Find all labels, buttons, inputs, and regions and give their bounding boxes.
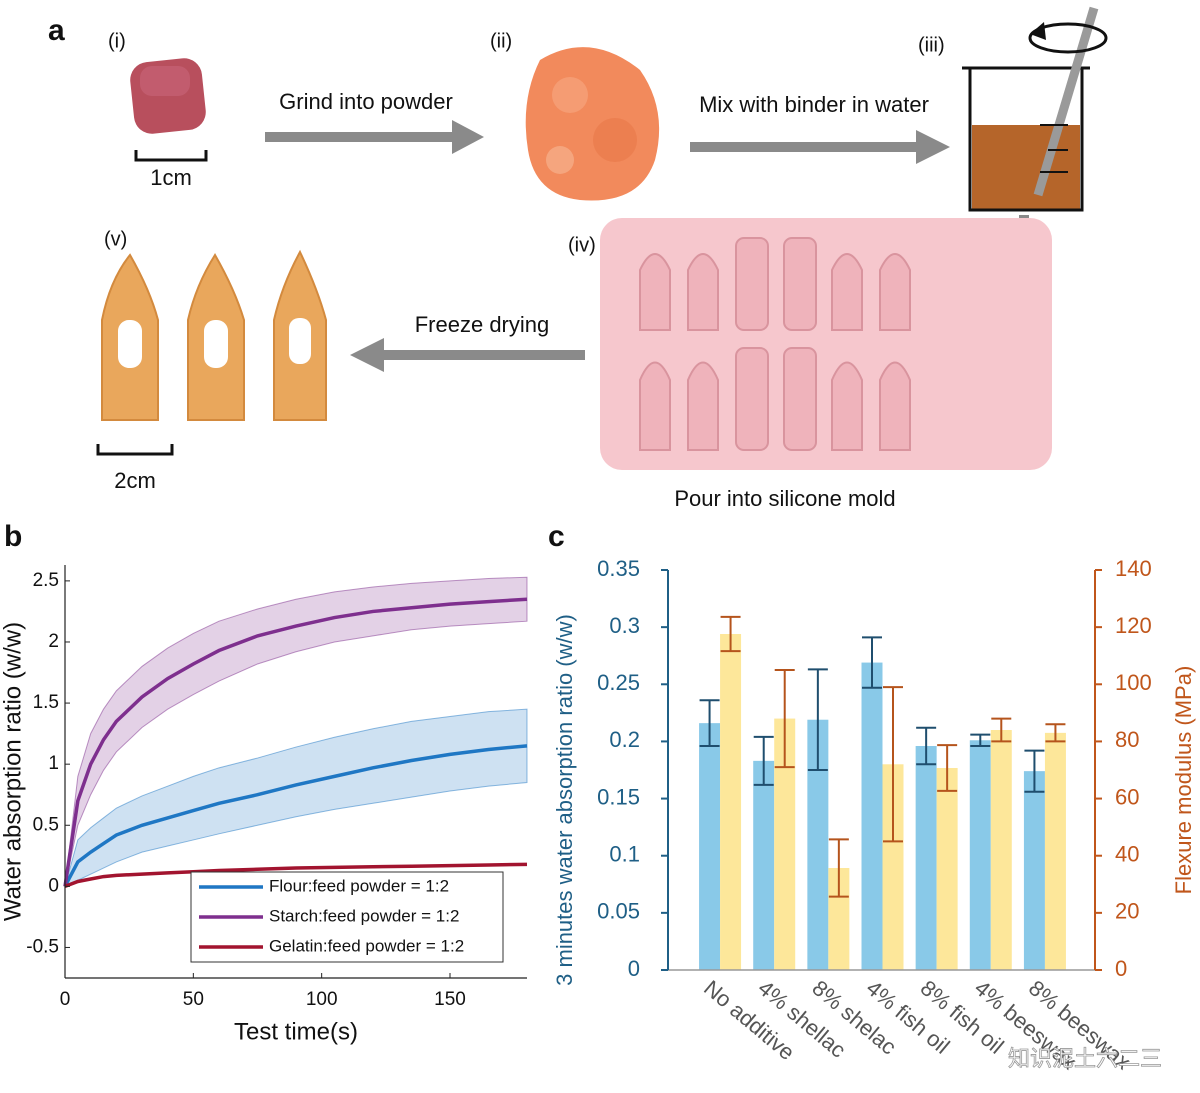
legend-label: Gelatin:feed powder = 1:2 bbox=[269, 936, 464, 955]
data-line bbox=[64, 862, 528, 888]
error-bar bbox=[937, 744, 958, 792]
legend-label: Flour:feed powder = 1:2 bbox=[269, 876, 449, 895]
error-bar bbox=[807, 668, 828, 771]
bar bbox=[969, 740, 991, 970]
powder bbox=[525, 47, 660, 201]
bar bbox=[936, 768, 958, 970]
bar bbox=[774, 718, 796, 970]
error-bar bbox=[916, 726, 937, 766]
arrow bbox=[350, 338, 585, 372]
y2-tick-label: 0 bbox=[1115, 956, 1127, 981]
x-axis-label: Test time(s) bbox=[234, 1018, 358, 1045]
y-tick-label: 0.3 bbox=[609, 613, 640, 638]
error-bar bbox=[753, 735, 774, 786]
scale-bar bbox=[96, 444, 174, 456]
y-tick-label: 2 bbox=[48, 631, 59, 652]
panel-label: b bbox=[4, 520, 22, 553]
y-tick-label: 2.5 bbox=[33, 570, 59, 591]
y2-tick-label: 140 bbox=[1115, 556, 1152, 581]
bar bbox=[699, 723, 721, 970]
panel-label: a bbox=[48, 14, 65, 47]
y-tick-label: 1 bbox=[48, 753, 59, 774]
y2-tick-label: 120 bbox=[1115, 613, 1152, 638]
scale-bar bbox=[134, 150, 208, 162]
y-axis-label: Water absorption ratio (w/w) bbox=[0, 622, 26, 921]
step-label: Freeze drying bbox=[415, 312, 550, 337]
beaker bbox=[962, 6, 1108, 212]
arrow bbox=[690, 130, 950, 164]
y-axis-label: 3 minutes water absorption ratio (w/w) bbox=[552, 614, 577, 986]
bar bbox=[861, 662, 883, 970]
y-tick-label: 0.5 bbox=[33, 814, 59, 835]
feed-hole bbox=[118, 318, 311, 368]
step-label: Mix with binder in water bbox=[699, 92, 929, 117]
y2-tick-label: 20 bbox=[1115, 899, 1139, 924]
y2-tick-label: 40 bbox=[1115, 842, 1139, 867]
error-bar bbox=[828, 838, 849, 898]
y-tick-label: 0.35 bbox=[597, 556, 640, 581]
watermark: 知识泥土六二三 bbox=[1008, 1046, 1162, 1071]
error-bar bbox=[1024, 749, 1045, 793]
panel-label: c bbox=[548, 520, 565, 553]
y-tick-label: -0.5 bbox=[26, 936, 59, 957]
bar bbox=[1044, 732, 1066, 970]
y-tick-label: 0.05 bbox=[597, 899, 640, 924]
scale-label: 2cm bbox=[114, 468, 156, 493]
bar bbox=[1023, 771, 1045, 970]
y-tick-label: 0.1 bbox=[609, 842, 640, 867]
data-line bbox=[63, 597, 528, 887]
data-line bbox=[63, 744, 528, 888]
arrow bbox=[265, 120, 484, 154]
error-bar bbox=[970, 733, 991, 747]
y-tick-label: 0 bbox=[628, 956, 640, 981]
y-tick-label: 0 bbox=[48, 875, 59, 896]
stage-label: (iii) bbox=[918, 34, 945, 56]
bar bbox=[753, 760, 775, 970]
y2-tick-label: 100 bbox=[1115, 670, 1152, 695]
y2-axis-label: Flexure modulus (MPa) bbox=[1171, 666, 1196, 895]
error-bar bbox=[774, 669, 795, 769]
step-label: Pour into silicone mold bbox=[674, 486, 895, 511]
x-tick-label: 100 bbox=[306, 989, 338, 1010]
bar bbox=[915, 746, 937, 970]
y-tick-label: 0.2 bbox=[609, 727, 640, 752]
error-bar bbox=[883, 686, 903, 843]
stage-label: (iv) bbox=[568, 234, 596, 256]
legend-label: Starch:feed powder = 1:2 bbox=[269, 906, 459, 925]
x-tick-label: 0 bbox=[60, 989, 71, 1010]
error-bar bbox=[699, 699, 720, 747]
bar bbox=[807, 719, 829, 970]
confidence-band bbox=[64, 708, 528, 888]
bar bbox=[828, 868, 850, 970]
y-tick-label: 0.15 bbox=[597, 784, 640, 809]
stage-label: (v) bbox=[104, 228, 127, 250]
error-bar bbox=[1045, 723, 1066, 743]
error-bar bbox=[862, 636, 882, 689]
step-label: Grind into powder bbox=[279, 89, 453, 114]
y-tick-label: 1.5 bbox=[33, 692, 59, 713]
feed-cube bbox=[130, 58, 206, 134]
scale-label: 1cm bbox=[150, 165, 192, 190]
y-tick-label: 0.25 bbox=[597, 670, 640, 695]
bar bbox=[990, 730, 1012, 970]
bar bbox=[720, 634, 742, 970]
error-bar bbox=[720, 615, 741, 653]
silicone-mold bbox=[600, 218, 1052, 470]
x-tick-label: 150 bbox=[434, 989, 466, 1010]
error-bar bbox=[991, 717, 1012, 743]
y2-tick-label: 80 bbox=[1115, 727, 1139, 752]
x-tick-label: 50 bbox=[183, 989, 204, 1010]
bar bbox=[882, 764, 904, 970]
y2-tick-label: 60 bbox=[1115, 784, 1139, 809]
stage-label: (ii) bbox=[490, 30, 512, 52]
stage-label: (i) bbox=[108, 30, 126, 52]
